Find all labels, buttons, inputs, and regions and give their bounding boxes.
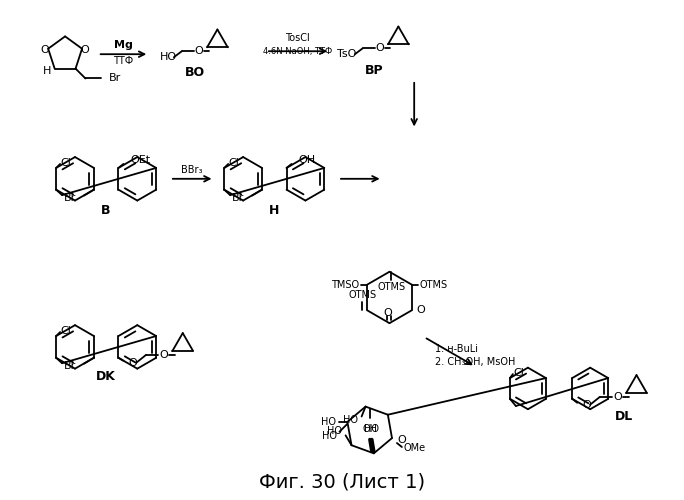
- Text: 1. н-BuLi: 1. н-BuLi: [435, 344, 478, 354]
- Text: OH: OH: [362, 424, 377, 434]
- Text: OTMS: OTMS: [378, 282, 406, 292]
- Text: Cl: Cl: [60, 326, 71, 336]
- Text: OTMS: OTMS: [420, 280, 448, 289]
- Text: ТТФ: ТТФ: [114, 56, 133, 66]
- Text: Cl: Cl: [60, 158, 71, 168]
- Text: O: O: [194, 46, 203, 56]
- Text: OMe: OMe: [404, 443, 426, 453]
- Text: BO: BO: [185, 66, 205, 78]
- Text: O: O: [614, 392, 622, 402]
- Text: OEt: OEt: [131, 155, 150, 165]
- Text: Mg: Mg: [114, 40, 133, 50]
- Text: O: O: [376, 44, 384, 54]
- Text: Фиг. 30 (Лист 1): Фиг. 30 (Лист 1): [259, 473, 425, 492]
- Text: O: O: [582, 400, 591, 410]
- Text: Br: Br: [109, 74, 122, 84]
- Text: O: O: [417, 306, 425, 316]
- Text: H: H: [269, 204, 279, 217]
- Text: O: O: [383, 308, 392, 318]
- Text: HO: HO: [365, 424, 380, 434]
- Text: Cl: Cl: [513, 368, 524, 378]
- Text: H: H: [42, 66, 51, 76]
- Text: O: O: [81, 44, 90, 54]
- Text: 2. CH₃OH, MsOH: 2. CH₃OH, MsOH: [435, 356, 515, 366]
- Text: OH: OH: [298, 155, 315, 165]
- Text: OTMS: OTMS: [348, 290, 376, 300]
- Text: O: O: [397, 435, 406, 445]
- Text: O: O: [41, 44, 50, 54]
- Text: HO: HO: [322, 430, 337, 440]
- Text: Br: Br: [64, 360, 76, 370]
- Text: Br: Br: [64, 192, 76, 202]
- Text: TsO: TsO: [337, 49, 356, 59]
- Text: DL: DL: [615, 410, 633, 422]
- Text: BBr₃: BBr₃: [181, 165, 202, 175]
- Text: HO: HO: [327, 426, 341, 436]
- Text: O: O: [129, 358, 137, 368]
- Text: TMSO: TMSO: [331, 280, 359, 289]
- Text: TosCl: TosCl: [285, 34, 310, 43]
- Text: HO: HO: [160, 52, 177, 62]
- Text: HO: HO: [343, 416, 358, 426]
- Text: Cl: Cl: [228, 158, 239, 168]
- Text: Br: Br: [232, 192, 244, 202]
- Text: B: B: [101, 204, 110, 217]
- Text: O: O: [159, 350, 168, 360]
- Text: BP: BP: [365, 64, 384, 76]
- Text: HO: HO: [321, 417, 336, 427]
- Text: DK: DK: [96, 370, 116, 383]
- Text: 4.6N NaOH, ТТФ: 4.6N NaOH, ТТФ: [263, 46, 332, 56]
